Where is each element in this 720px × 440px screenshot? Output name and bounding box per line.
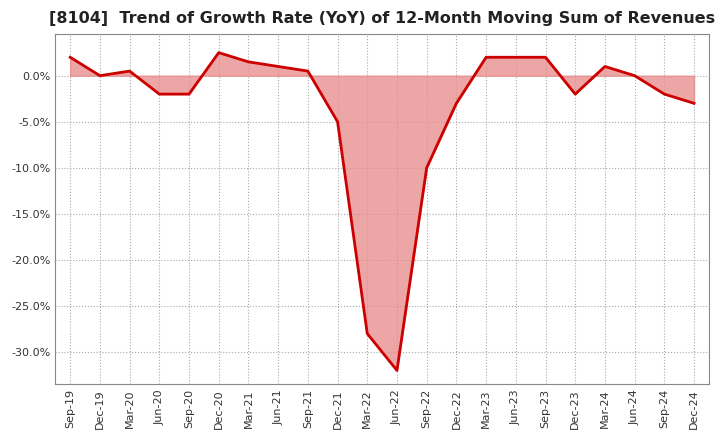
Title: [8104]  Trend of Growth Rate (YoY) of 12-Month Moving Sum of Revenues: [8104] Trend of Growth Rate (YoY) of 12-… [49, 11, 715, 26]
